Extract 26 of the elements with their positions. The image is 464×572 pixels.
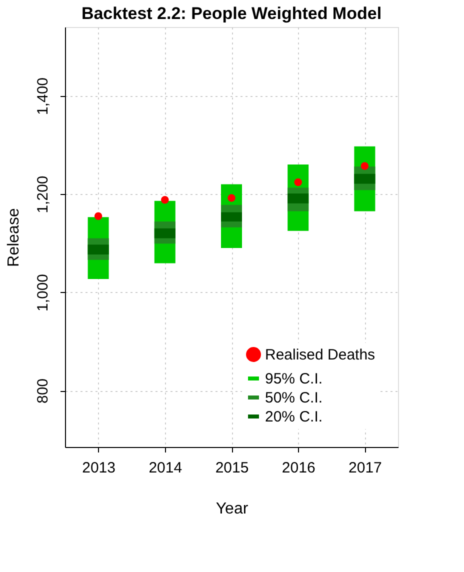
- point: [294, 178, 302, 186]
- bar: [354, 174, 376, 184]
- point: [94, 212, 102, 220]
- y-tick-label: 800: [34, 378, 52, 404]
- bar: [88, 244, 109, 254]
- x-tick-label: 2015: [215, 460, 249, 476]
- y-tick-label: 1,400: [34, 78, 52, 116]
- legend-label: Realised Deaths: [265, 346, 376, 364]
- legend-label: 20% C.I.: [265, 408, 323, 426]
- bar: [154, 228, 176, 238]
- point: [228, 194, 236, 202]
- x-tick-label: 2016: [282, 460, 316, 476]
- y-tick-label: 1,200: [34, 176, 52, 214]
- y-axis-title: Release: [6, 208, 22, 267]
- chart-title: Backtest 2.2: People Weighted Model: [81, 4, 382, 23]
- x-tick-label: 2017: [348, 460, 382, 476]
- point: [161, 196, 169, 204]
- legend-label: 50% C.I.: [265, 390, 323, 406]
- point: [360, 162, 369, 170]
- legend-label: 95% C.I.: [265, 370, 323, 388]
- x-tick-label: 2014: [148, 460, 182, 476]
- x-axis-title: Year: [216, 500, 249, 518]
- x-tick-label: 2013: [82, 460, 116, 476]
- bar: [221, 212, 242, 222]
- bar: [288, 194, 309, 204]
- y-tick-label: 1,000: [34, 274, 52, 312]
